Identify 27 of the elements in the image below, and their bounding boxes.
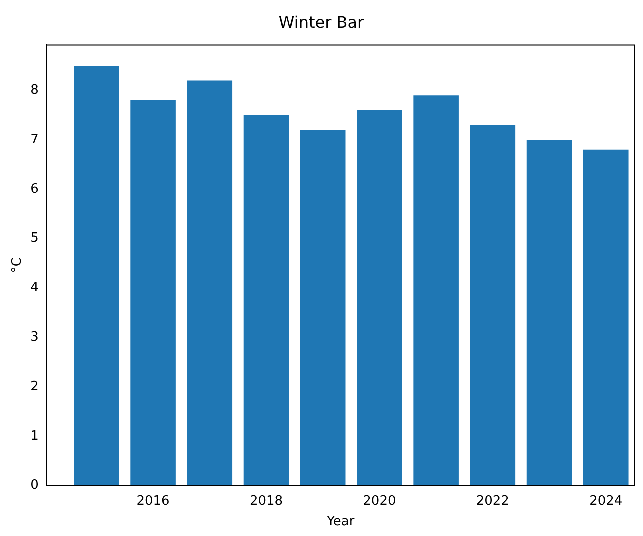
bar bbox=[244, 115, 290, 486]
bar bbox=[187, 80, 233, 486]
bar bbox=[583, 150, 629, 486]
x-axis-title: Year bbox=[326, 514, 356, 530]
x-tick-label: 2016 bbox=[136, 494, 170, 509]
bar bbox=[130, 100, 176, 486]
y-tick-label: 4 bbox=[30, 280, 39, 296]
x-tick-label: 2020 bbox=[363, 494, 396, 509]
bar bbox=[74, 66, 120, 486]
y-tick-label: 2 bbox=[30, 379, 39, 394]
y-tick-label: 3 bbox=[30, 330, 39, 345]
bar bbox=[470, 125, 516, 486]
y-tick-label: 0 bbox=[30, 478, 39, 494]
bar bbox=[300, 130, 346, 486]
bar bbox=[414, 96, 459, 486]
y-tick-label: 7 bbox=[30, 132, 39, 148]
y-axis-title: °C bbox=[10, 258, 26, 274]
y-tick-label: 6 bbox=[30, 182, 39, 197]
y-tick-label: 5 bbox=[30, 231, 39, 246]
x-tick-label: 2024 bbox=[590, 494, 623, 509]
x-tick-label: 2018 bbox=[250, 494, 284, 509]
chart-title: Winter Bar bbox=[278, 12, 365, 32]
y-tick-label: 1 bbox=[30, 428, 39, 444]
bar bbox=[357, 110, 402, 486]
y-tick-label: 8 bbox=[30, 83, 39, 98]
bar bbox=[526, 140, 572, 486]
x-tick-label: 2022 bbox=[476, 494, 510, 509]
